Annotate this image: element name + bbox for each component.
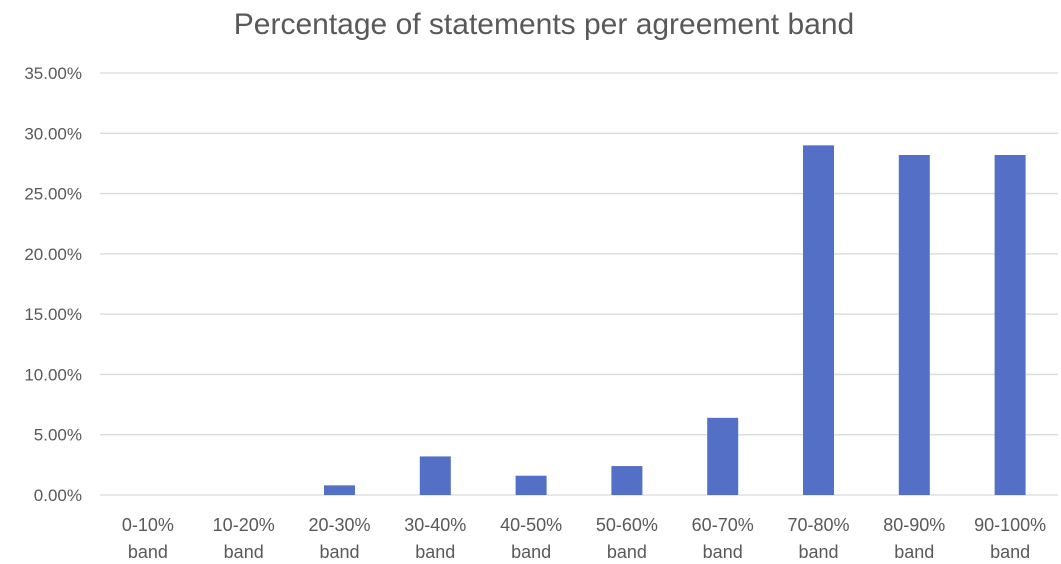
- bar: [803, 145, 834, 496]
- y-tick-label: 30.00%: [24, 124, 82, 143]
- y-tick-label: 0.00%: [34, 486, 82, 505]
- x-category-label-line: band: [415, 542, 455, 562]
- bar: [419, 456, 451, 495]
- bar: [611, 466, 643, 495]
- x-category-label-line: band: [128, 542, 168, 562]
- x-category-label-line: 20-30%: [308, 515, 370, 535]
- x-category-label-line: band: [703, 542, 743, 562]
- y-tick-label: 15.00%: [24, 305, 82, 324]
- x-category-label-line: 70-80%: [787, 515, 849, 535]
- y-tick-label: 35.00%: [24, 64, 82, 83]
- x-category-label-line: band: [798, 542, 838, 562]
- x-category-label-line: band: [224, 542, 264, 562]
- x-category-label: 20-30% band: [308, 515, 370, 562]
- x-category-label-line: 10-20%: [213, 515, 275, 535]
- x-category-label-line: 0-10%: [122, 515, 174, 535]
- x-category-label-line: 30-40%: [404, 515, 466, 535]
- x-category-label-line: 90-100%: [974, 515, 1046, 535]
- x-category-label: 90-100% band: [974, 515, 1046, 562]
- x-category-label: 0-10% band: [122, 515, 174, 562]
- x-category-label: 80-90% band: [883, 515, 945, 562]
- y-tick-label: 25.00%: [24, 185, 82, 204]
- bar: [515, 475, 547, 495]
- bar: [324, 485, 355, 495]
- x-category-label-line: 40-50%: [500, 515, 562, 535]
- y-tick-label: 20.00%: [24, 245, 82, 264]
- x-category-label: 40-50% band: [500, 515, 562, 562]
- bar: [898, 154, 930, 495]
- x-category-label: 10-20% band: [213, 515, 275, 562]
- x-category-label-line: 80-90%: [883, 515, 945, 535]
- x-category-label-line: 60-70%: [692, 515, 754, 535]
- y-axis-tick-labels: 0.00% 5.00% 10.00% 15.00% 20.00% 25.00% 30.00%…: [24, 64, 82, 505]
- x-category-label-line: band: [894, 542, 934, 562]
- y-tick-label: 10.00%: [24, 365, 82, 384]
- x-category-label: 30-40% band: [404, 515, 466, 562]
- y-tick-label: 5.00%: [34, 426, 82, 445]
- bar: [994, 154, 1026, 495]
- bar: [707, 417, 739, 495]
- gridlines: [100, 72, 1058, 496]
- bars: [324, 145, 1026, 496]
- x-category-label-line: band: [990, 542, 1030, 562]
- x-category-label: 70-80% band: [787, 515, 849, 562]
- x-category-label: 50-60% band: [596, 515, 658, 562]
- x-category-label-line: band: [319, 542, 359, 562]
- x-category-label-line: band: [511, 542, 551, 562]
- x-category-label-line: 50-60%: [596, 515, 658, 535]
- x-category-label: 60-70% band: [692, 515, 754, 562]
- chart-title: Percentage of statements per agreement b…: [234, 8, 854, 41]
- x-category-label-line: band: [607, 542, 647, 562]
